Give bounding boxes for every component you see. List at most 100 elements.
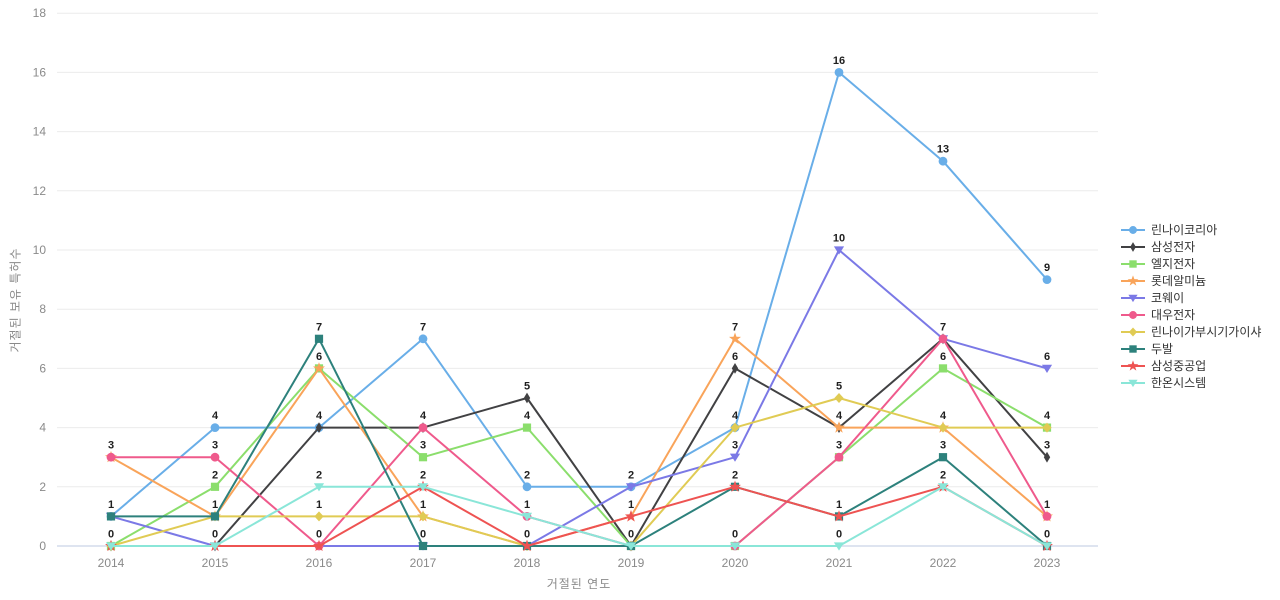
series-line xyxy=(110,249,1048,547)
data-label: 9 xyxy=(1044,262,1050,274)
legend-label: 엘지전자 xyxy=(1151,257,1196,271)
y-axis-title: 거절된 보유 특허수 xyxy=(8,247,23,353)
circle-marker-icon xyxy=(834,68,844,77)
triangle-down-marker-icon xyxy=(313,483,325,492)
legend: 린나이코리아 삼성전자 엘지전자 롯데알미늄 코웨이 대우전자 린나이가부시기가이샤 두발 삼성… xyxy=(1120,221,1261,391)
legend-item: 롯데알미늄 xyxy=(1120,272,1261,289)
series-line xyxy=(110,71,1048,518)
data-label: 2 xyxy=(420,469,426,481)
star-marker-icon xyxy=(729,480,741,492)
legend-marker-icon xyxy=(1121,274,1145,286)
legend-marker-icon xyxy=(1121,344,1145,353)
x-tick-label: 2023 xyxy=(1034,556,1061,570)
triangle-down-marker-icon xyxy=(625,483,637,492)
circle-marker-icon xyxy=(418,334,428,344)
data-label: 4 xyxy=(1044,410,1051,422)
data-label: 4 xyxy=(316,410,323,422)
x-tick-label: 2022 xyxy=(930,556,957,570)
data-label: 4 xyxy=(836,410,843,422)
x-axis-title: 거절된 연도 xyxy=(546,577,612,591)
series-line xyxy=(110,367,1048,547)
diamond-marker-icon xyxy=(1128,327,1138,336)
data-label: 2 xyxy=(628,469,634,481)
legend-label: 두발 xyxy=(1151,342,1174,356)
square-marker-icon xyxy=(210,482,220,491)
square-marker-icon xyxy=(1129,344,1137,353)
triangle-down-marker-icon xyxy=(1128,294,1138,302)
legend-item: 린나이가부시기가이샤 xyxy=(1120,323,1261,340)
x-tick-label: 2021 xyxy=(826,556,853,570)
circle-marker-icon xyxy=(834,452,844,462)
data-label: 1 xyxy=(212,499,218,511)
data-label: 1 xyxy=(628,499,634,511)
y-tick-label: 2 xyxy=(39,480,46,494)
series-line xyxy=(110,485,1048,547)
circle-marker-icon xyxy=(106,452,116,462)
legend-marker-icon xyxy=(1121,259,1145,268)
thin-diamond-marker-icon xyxy=(731,363,739,374)
legend-label: 롯데알미늄 xyxy=(1151,274,1207,288)
y-tick-label: 0 xyxy=(39,539,46,553)
thin-diamond-marker-icon xyxy=(523,392,531,404)
data-label: 0 xyxy=(836,529,842,541)
series-삼성전자 xyxy=(107,333,1051,552)
diamond-marker-icon xyxy=(834,393,844,403)
data-label: 2 xyxy=(316,469,322,481)
star-marker-icon xyxy=(625,510,637,522)
legend-label: 린나이가부시기가이샤 xyxy=(1151,325,1262,339)
legend-label: 삼성중공업 xyxy=(1151,359,1207,373)
legend-label: 린나이코리아 xyxy=(1151,223,1218,237)
x-tick-label: 2016 xyxy=(306,556,333,570)
legend-marker-icon xyxy=(1121,225,1145,234)
circle-marker-icon xyxy=(522,482,532,492)
diamond-marker-icon xyxy=(730,422,740,433)
y-tick-label: 18 xyxy=(33,6,47,20)
data-label: 3 xyxy=(108,440,114,452)
data-label: 3 xyxy=(1044,440,1050,452)
square-marker-icon xyxy=(418,541,428,551)
thin-diamond-marker-icon xyxy=(1043,451,1051,463)
diamond-marker-icon xyxy=(938,422,948,433)
data-label: 4 xyxy=(420,410,427,422)
circle-marker-icon xyxy=(938,156,948,166)
star-marker-icon xyxy=(729,332,741,344)
data-label: 5 xyxy=(524,381,530,393)
legend-item: 코웨이 xyxy=(1120,289,1261,306)
triangle-down-marker-icon xyxy=(833,542,845,551)
data-label: 6 xyxy=(316,351,322,363)
series-한온시스템 xyxy=(105,483,1053,551)
triangle-down-marker-icon xyxy=(417,483,429,492)
triangle-down-marker-icon xyxy=(729,453,741,462)
circle-marker-icon xyxy=(210,452,220,462)
legend-marker-icon xyxy=(1121,294,1145,302)
legend-label: 삼성전자 xyxy=(1151,240,1196,254)
circle-marker-icon xyxy=(1129,310,1137,319)
data-label: 1 xyxy=(316,499,322,511)
series-린나이코리아 xyxy=(106,68,1052,521)
data-label: 3 xyxy=(212,440,218,452)
y-tick-label: 4 xyxy=(39,421,46,435)
data-label: 0 xyxy=(628,529,634,541)
triangle-down-marker-icon xyxy=(105,542,117,551)
triangle-down-marker-icon xyxy=(521,512,533,521)
legend-item: 삼성전자 xyxy=(1120,238,1261,255)
data-label: 7 xyxy=(420,321,426,333)
data-label: 0 xyxy=(420,529,426,541)
data-label: 6 xyxy=(732,351,738,363)
data-label: 0 xyxy=(1044,529,1050,541)
square-marker-icon xyxy=(938,364,948,373)
data-label: 3 xyxy=(732,440,738,452)
data-label: 10 xyxy=(833,233,845,245)
legend-label: 코웨이 xyxy=(1151,291,1185,305)
triangle-down-marker-icon xyxy=(209,542,221,551)
diamond-marker-icon xyxy=(1042,422,1052,433)
star-marker-icon xyxy=(833,421,845,433)
data-label: 2 xyxy=(212,469,218,481)
y-tick-label: 12 xyxy=(33,184,47,198)
data-label: 5 xyxy=(836,381,842,393)
data-label: 4 xyxy=(212,410,219,422)
data-label: 3 xyxy=(836,440,842,452)
legend-item: 한온시스템 xyxy=(1120,374,1261,391)
